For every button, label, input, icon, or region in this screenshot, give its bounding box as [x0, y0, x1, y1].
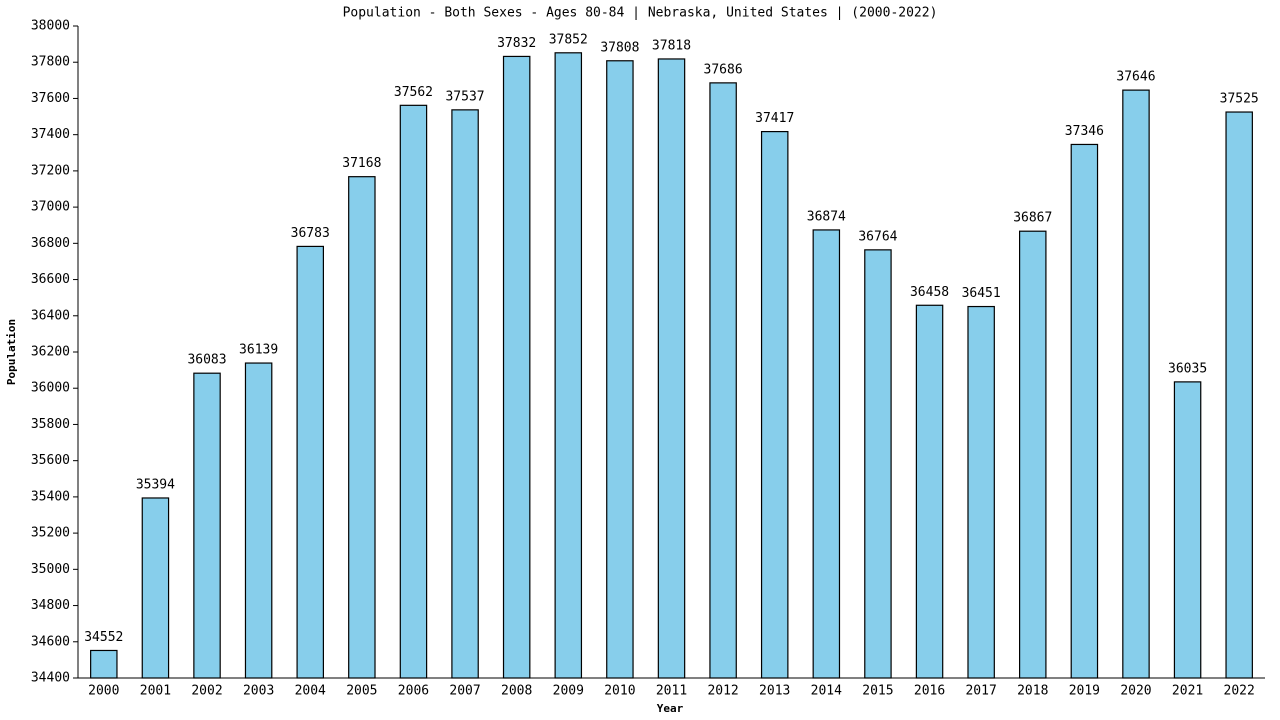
x-tick-label: 2005 — [346, 684, 377, 699]
bar — [502, 55, 531, 679]
bar — [193, 372, 221, 679]
x-tick-label: 2009 — [553, 684, 584, 699]
y-tick-label: 37800 — [31, 55, 70, 70]
x-tick-label: 2007 — [449, 684, 480, 699]
x-tick-label: 2013 — [759, 684, 790, 699]
x-tick-label: 2008 — [501, 684, 532, 699]
x-tick-label: 2011 — [656, 684, 687, 699]
y-tick-label: 35200 — [31, 526, 70, 541]
y-axis-label: Population — [5, 319, 18, 385]
bar — [554, 52, 583, 679]
value-label: 36139 — [239, 343, 278, 358]
y-tick-label: 34600 — [31, 634, 70, 649]
x-tick-label: 2006 — [398, 684, 429, 699]
bar — [141, 497, 170, 679]
value-label: 37525 — [1220, 92, 1259, 107]
value-label: 35394 — [136, 477, 175, 492]
bar — [760, 130, 789, 679]
y-tick-label: 35800 — [31, 417, 70, 432]
bar — [451, 109, 479, 679]
x-tick-label: 2021 — [1172, 684, 1203, 699]
bar — [1122, 89, 1150, 679]
bar — [812, 229, 841, 679]
bar — [399, 104, 428, 679]
bar — [1019, 230, 1047, 679]
value-label: 36867 — [1013, 211, 1052, 226]
value-label: 37832 — [497, 36, 536, 51]
chart-title: Population - Both Sexes - Ages 80-84 | N… — [343, 6, 938, 21]
x-tick-label: 2002 — [191, 684, 222, 699]
x-tick-label: 2004 — [295, 684, 326, 699]
value-label: 36458 — [910, 285, 949, 300]
bar — [1173, 381, 1202, 679]
y-tick-label: 34400 — [31, 671, 70, 686]
bar — [967, 305, 995, 679]
value-label: 37852 — [549, 32, 588, 47]
bar — [915, 304, 944, 679]
value-label: 37562 — [394, 85, 433, 100]
x-tick-label: 2020 — [1120, 684, 1151, 699]
bar — [1070, 143, 1099, 679]
bar — [1225, 111, 1253, 679]
bar — [348, 176, 376, 679]
y-tick-label: 38000 — [31, 19, 70, 34]
y-tick-label: 35600 — [31, 453, 70, 468]
y-tick-label: 36200 — [31, 345, 70, 360]
value-label: 37818 — [652, 38, 691, 53]
value-label: 37417 — [755, 111, 794, 126]
bar — [709, 82, 737, 679]
x-tick-label: 2012 — [707, 684, 738, 699]
value-label: 36451 — [962, 286, 1001, 301]
y-tick-label: 35000 — [31, 562, 70, 577]
value-label: 36035 — [1168, 361, 1207, 376]
value-label: 36764 — [858, 229, 897, 244]
x-axis-label: Year — [657, 702, 684, 715]
y-tick-label: 34800 — [31, 598, 70, 613]
value-label: 37168 — [342, 156, 381, 171]
x-tick-label: 2016 — [914, 684, 945, 699]
bar — [864, 249, 892, 679]
value-label: 37808 — [600, 40, 639, 55]
bar — [296, 245, 324, 679]
y-tick-label: 35400 — [31, 489, 70, 504]
x-tick-label: 2001 — [140, 684, 171, 699]
x-tick-label: 2010 — [604, 684, 635, 699]
x-tick-label: 2014 — [811, 684, 842, 699]
bar — [606, 60, 634, 679]
x-tick-label: 2018 — [1017, 684, 1048, 699]
x-tick-label: 2017 — [965, 684, 996, 699]
value-label: 36083 — [187, 353, 226, 368]
y-tick-label: 37000 — [31, 200, 70, 215]
x-tick-label: 2000 — [88, 684, 119, 699]
x-tick-label: 2003 — [243, 684, 274, 699]
value-label: 37646 — [1116, 70, 1155, 85]
value-label: 37686 — [704, 62, 743, 77]
y-tick-label: 37400 — [31, 127, 70, 142]
y-tick-label: 36400 — [31, 308, 70, 323]
bar — [657, 58, 686, 679]
bar — [244, 362, 273, 679]
value-label: 36874 — [807, 209, 846, 224]
value-label: 36783 — [291, 226, 330, 241]
y-tick-label: 36800 — [31, 236, 70, 251]
y-tick-label: 36000 — [31, 381, 70, 396]
value-label: 34552 — [84, 630, 123, 645]
y-tick-label: 37200 — [31, 163, 70, 178]
y-tick-label: 36600 — [31, 272, 70, 287]
value-label: 37537 — [445, 89, 484, 104]
x-tick-label: 2019 — [1069, 684, 1100, 699]
y-tick-label: 37600 — [31, 91, 70, 106]
value-label: 37346 — [1065, 124, 1104, 139]
bar — [90, 649, 118, 679]
x-tick-label: 2015 — [862, 684, 893, 699]
x-tick-label: 2022 — [1224, 684, 1255, 699]
